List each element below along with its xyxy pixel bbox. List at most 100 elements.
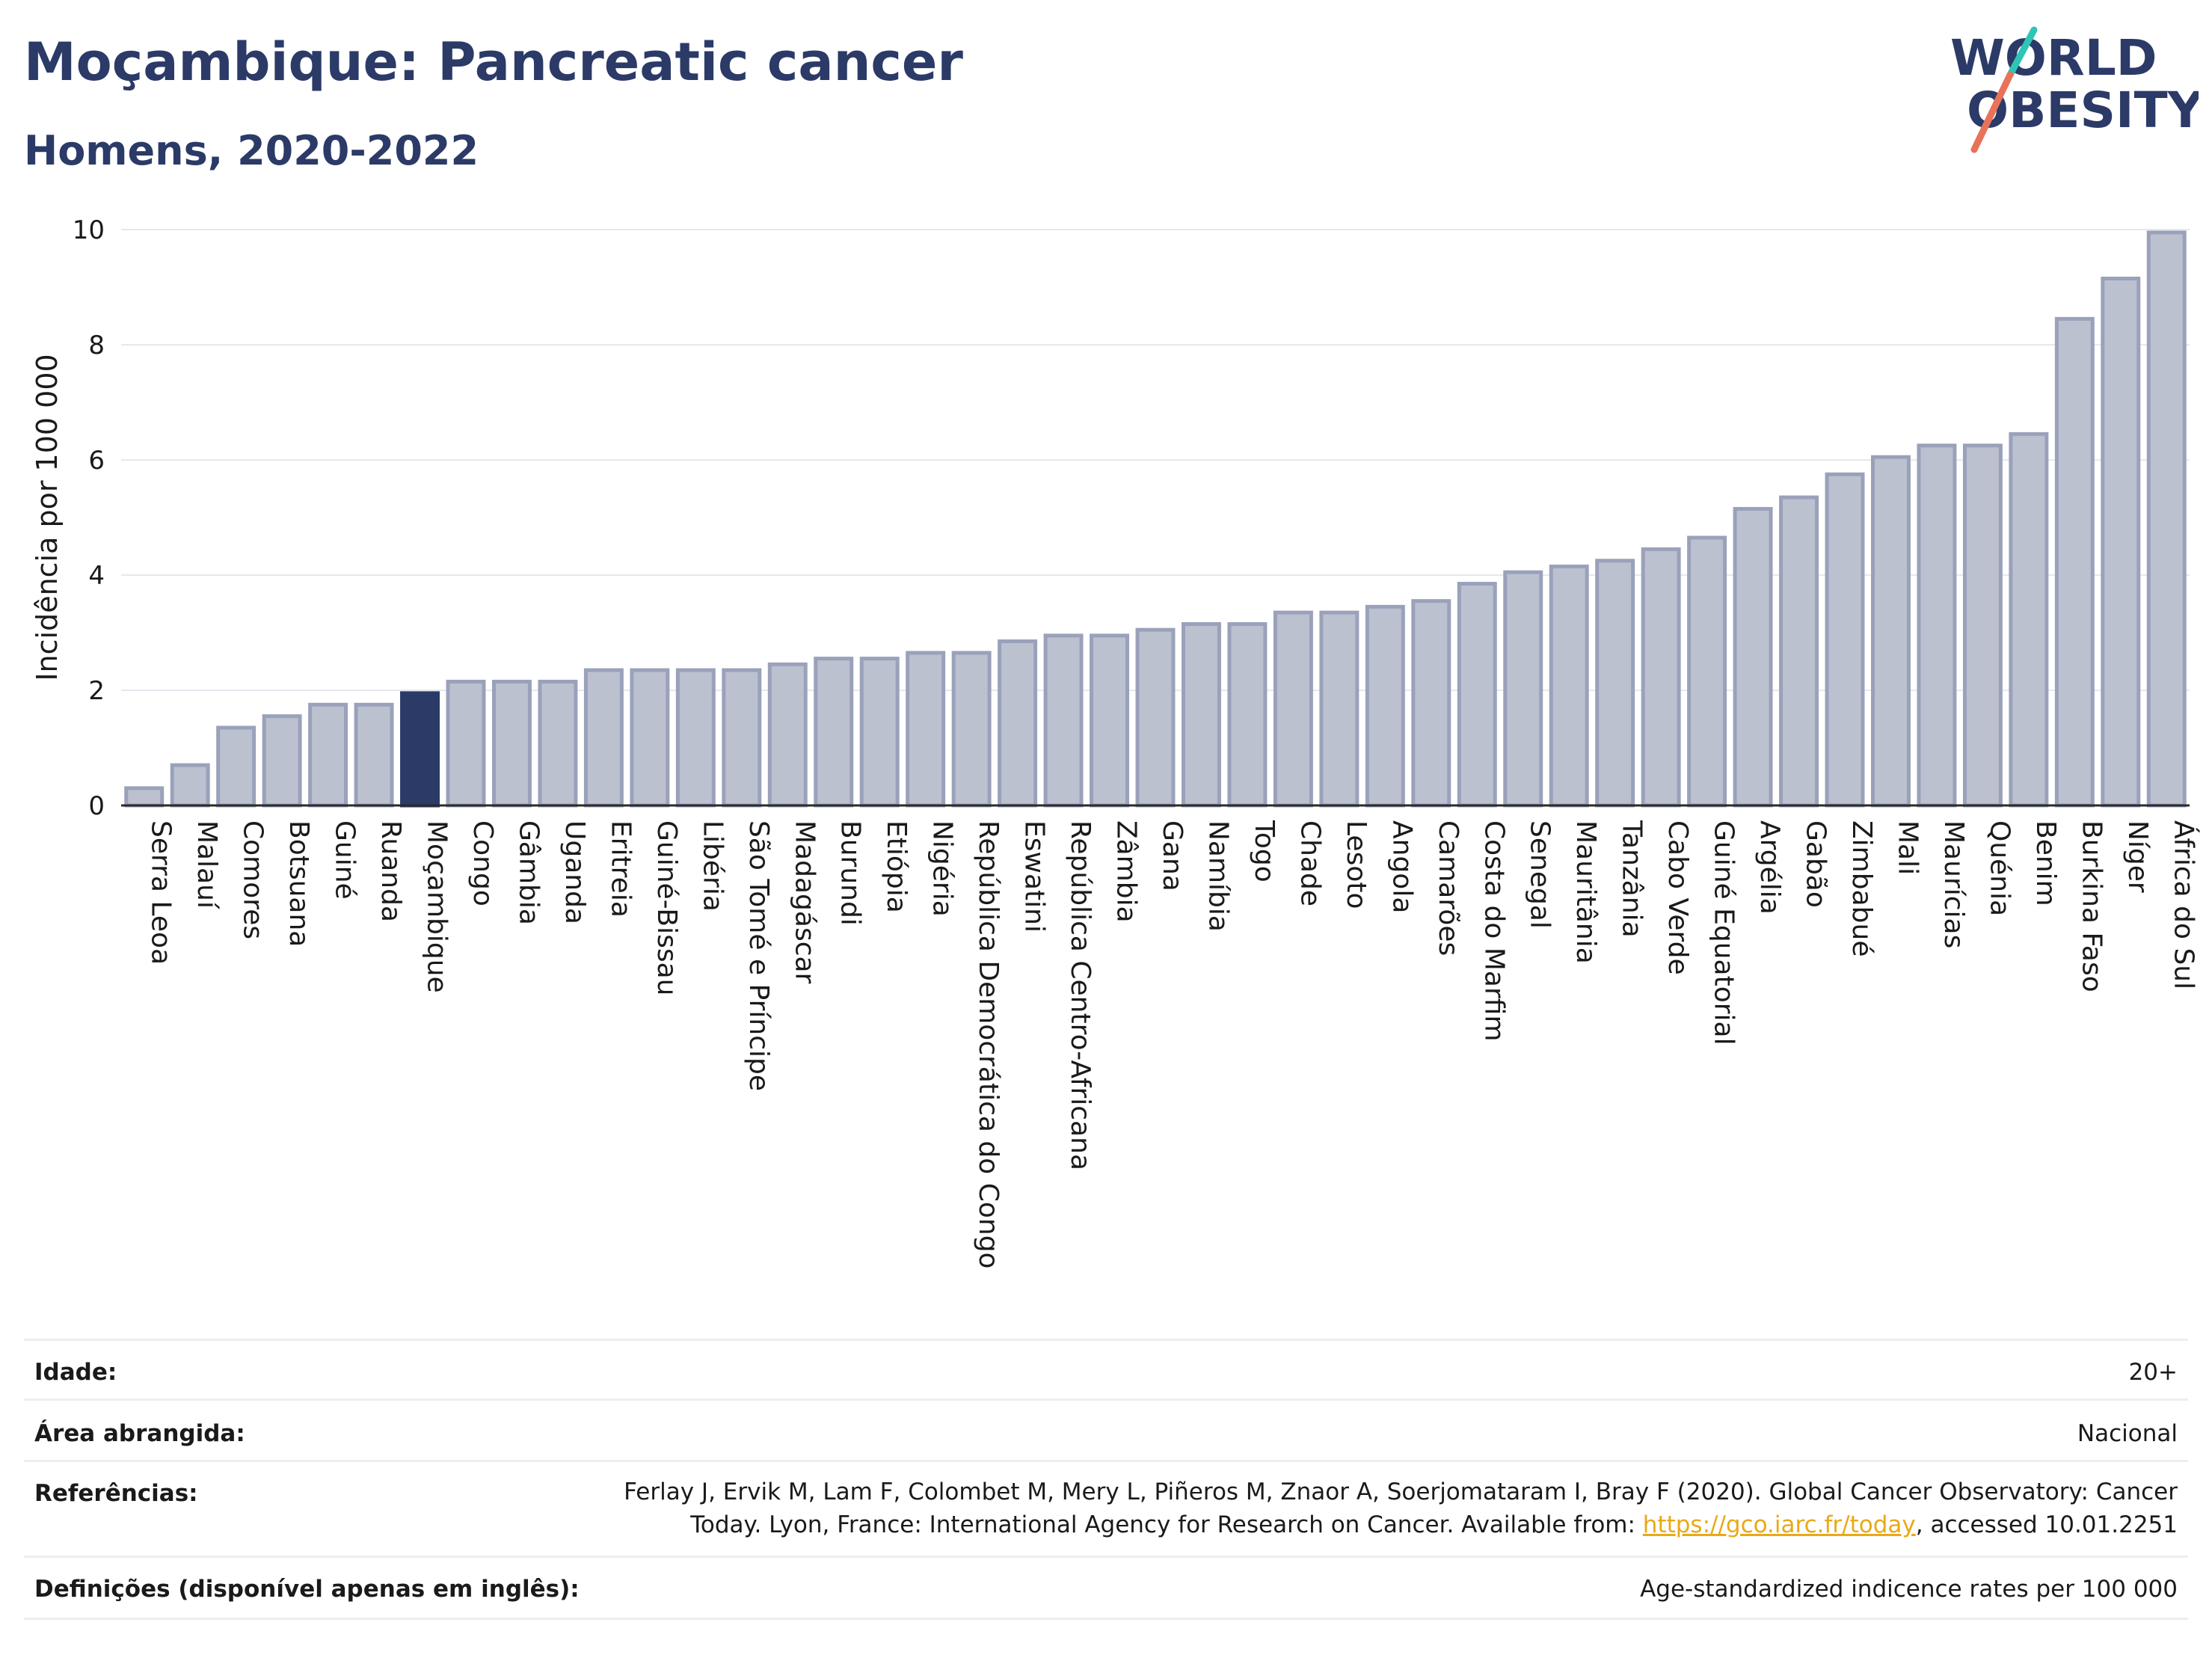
references-label: Referências: (34, 1480, 198, 1507)
chart-subtitle: Homens, 2020-2022 (24, 127, 479, 174)
bar (170, 763, 210, 808)
bar (1733, 506, 1773, 808)
bar (1273, 610, 1313, 808)
y-tick-label: 0 (88, 791, 105, 821)
bar (262, 714, 302, 808)
x-tick-label: Zimbabué (1846, 820, 1877, 957)
bar (767, 662, 808, 808)
x-tick-label: Eswatini (1019, 820, 1050, 933)
world-obesity-logo: WORLD OBESITY (1950, 26, 2199, 153)
bar (1365, 604, 1405, 808)
x-tick-label: Maurícias (1938, 820, 1969, 948)
meta-row-references: Referências: Ferlay J, Ervik M, Lam F, C… (24, 1460, 2188, 1558)
x-tick-label: Mauritânia (1570, 820, 1601, 964)
x-tick-label: Gana (1157, 820, 1188, 891)
x-tick-label: Burundi (835, 820, 866, 926)
bar (491, 679, 532, 808)
bar (1503, 570, 1543, 808)
x-tick-label: Quénia (1984, 820, 2015, 916)
bar (1687, 535, 1727, 808)
bar (722, 668, 762, 808)
area-value: Nacional (2077, 1420, 2178, 1447)
x-tick-label: Namíbia (1202, 820, 1233, 932)
x-tick-label: Camarões (1433, 820, 1463, 956)
x-tick-label: Tanzânia (1617, 820, 1647, 938)
chart-title: Moçambique: Pancreatic cancer (24, 31, 963, 93)
x-tick-label: Eritreia (605, 820, 636, 918)
x-tick-label: República Democrática do Congo (973, 820, 1004, 1269)
bar (1090, 633, 1130, 808)
bar (1917, 443, 1957, 808)
bar (2146, 230, 2187, 808)
bar (538, 679, 578, 808)
x-tick-label: Chade (1294, 820, 1325, 906)
logo-slash-coral (1970, 71, 2014, 153)
x-tick-label: Costa do Marfim (1478, 820, 1509, 1042)
x-tick-label: Madagáscar (789, 820, 820, 984)
bar (1227, 621, 1268, 808)
meta-row-definitions: Definições (disponível apenas em inglês)… (24, 1556, 2188, 1620)
bar (1319, 610, 1360, 808)
bar (2054, 316, 2095, 808)
bar (1549, 564, 1589, 808)
x-tick-label: Cabo Verde (1662, 820, 1693, 975)
x-tick-label: Serra Leoa (146, 820, 176, 965)
bar (2101, 276, 2141, 808)
bar (1135, 627, 1176, 808)
bar (583, 668, 624, 808)
bar (1457, 582, 1497, 808)
bar-chart: 0 2 4 6 8 10 Incidência por 100 000 Serra Leoa M… (31, 215, 2199, 1269)
x-tick-label: Guiné (330, 820, 360, 900)
x-tick-label: Gâmbia (513, 820, 544, 925)
references-link[interactable]: https://gco.iarc.fr/today (1642, 1511, 1916, 1538)
x-tick-label: Lesoto (1341, 820, 1371, 909)
x-tick-label: Gabão (1801, 820, 1831, 908)
x-tick-label: Argélia (1754, 820, 1785, 915)
bar (1779, 495, 1819, 808)
x-tick-label: Nigéria (927, 820, 958, 917)
definitions-label: Definições (disponível apenas em inglês)… (34, 1576, 580, 1603)
bar (998, 639, 1038, 808)
x-tick-label: Benim (2030, 820, 2061, 906)
bar (675, 668, 716, 808)
bar (1825, 472, 1865, 808)
age-value: 20+ (2128, 1359, 2178, 1386)
x-tick-label: Uganda (559, 820, 590, 924)
references-accessed: , accessed 10.01.2251 (1915, 1511, 2178, 1538)
x-tick-label: Níger (2122, 820, 2153, 893)
bar (906, 651, 946, 808)
definitions-value: Age-standardized indicence rates per 100… (1640, 1576, 2178, 1603)
y-tick-label: 6 (88, 446, 105, 476)
y-tick-label: 8 (88, 331, 105, 360)
y-tick-label: 2 (88, 676, 105, 706)
x-tick-label: Togo (1249, 820, 1279, 882)
area-label: Área abrangida: (34, 1420, 245, 1447)
x-tick-label: Botsuana (283, 820, 314, 947)
x-tick-label: São Tomé e Príncipe (743, 820, 774, 1091)
references-text: Ferlay J, Ervik M, Lam F, Colombet M, Me… (624, 1479, 2178, 1538)
bar (951, 651, 992, 808)
y-tick-label: 10 (73, 215, 105, 245)
x-tick-label: Congo (467, 820, 498, 906)
x-tick-label: República Centro-Africana (1065, 820, 1096, 1170)
meta-row-age: Idade: 20+ (24, 1339, 2188, 1401)
x-tick-label: Malauí (191, 820, 222, 909)
meta-row-area: Área abrangida: Nacional (24, 1398, 2188, 1462)
x-tick-label: Zâmbia (1111, 820, 1142, 923)
x-tick-label: Mali (1892, 820, 1923, 875)
bar (1181, 621, 1221, 808)
x-tick-label: Burkina Faso (2076, 820, 2107, 992)
logo-slash-teal (2006, 26, 2038, 79)
bar (1962, 443, 2003, 808)
references-value: Ferlay J, Ervik M, Lam F, Colombet M, Me… (570, 1476, 2178, 1541)
x-tick-label: Ruanda (375, 820, 406, 922)
bar (216, 725, 256, 808)
x-tick-label: Moçambique (422, 820, 452, 993)
bar (630, 668, 670, 808)
x-tick-label: Guiné Equatorial (1709, 820, 1739, 1045)
x-tick-label: Etiópia (881, 820, 912, 913)
x-tick-label: África do Sul (2168, 820, 2199, 989)
bar (2009, 432, 2049, 808)
bar (814, 657, 854, 808)
bar (308, 702, 348, 808)
